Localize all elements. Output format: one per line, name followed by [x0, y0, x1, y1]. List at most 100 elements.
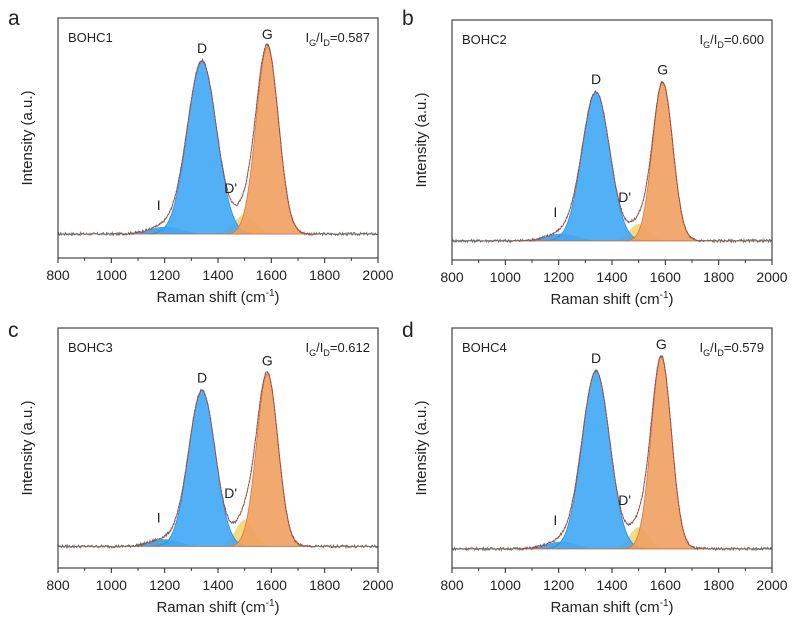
x-axis-label: Raman shift (cm-1): [156, 288, 279, 306]
x-axis-label-text: Raman shift (cm: [550, 599, 659, 616]
x-axis-label: Raman shift (cm-1): [550, 598, 673, 616]
spectrum-line: [58, 371, 378, 550]
intensity-ratio: IG/ID=0.600: [699, 32, 764, 50]
ratio-num_sub: G: [309, 38, 316, 48]
x-tick-label: 1600: [650, 577, 681, 593]
ratio-value: =0.587: [330, 30, 370, 45]
peak-label-dprime: D': [224, 485, 237, 501]
peak-fill-d: [452, 91, 772, 242]
ratio-symbol: I: [699, 32, 703, 47]
ratio-sep: /: [710, 340, 714, 355]
x-axis-label-text: Raman shift (cm: [156, 289, 265, 306]
sample-name: BOHC4: [462, 340, 507, 355]
ratio-sep: /: [316, 340, 320, 355]
sample-name: BOHC1: [68, 30, 113, 45]
y-axis-label: Intensity (a.u.): [19, 90, 36, 185]
x-tick-label: 1400: [596, 577, 627, 593]
x-axis-label: Raman shift (cm-1): [550, 290, 673, 308]
peak-label-d: D: [591, 350, 601, 366]
fit-envelope: [518, 81, 706, 242]
peak-label-i: I: [157, 509, 161, 525]
ratio-sep: /: [316, 30, 320, 45]
peak-label-i: I: [157, 197, 161, 213]
peak-fill-d: [58, 60, 378, 235]
x-axis-label-sup: -1: [660, 290, 669, 301]
panel-letter: d: [402, 319, 414, 342]
peak-label-d: D: [591, 71, 601, 87]
x-tick-label: 800: [440, 577, 464, 593]
x-tick-label: 2000: [756, 269, 787, 285]
x-tick-label: 1200: [543, 269, 574, 285]
ratio-symbol: I: [305, 340, 309, 355]
ratio-symbol: I: [320, 30, 324, 45]
x-tick-label: 1200: [543, 577, 574, 593]
x-axis-label-sup: -1: [660, 598, 669, 609]
x-tick-label: 2000: [362, 267, 393, 283]
x-tick-label: 2000: [362, 577, 393, 593]
panel-d: 800 1000 1200 1400 1600 1800 2000 Raman shift (…: [402, 319, 788, 616]
x-tick-label: 2000: [756, 577, 787, 593]
peak-label-dprime: D': [618, 492, 631, 508]
intensity-ratio: IG/ID=0.612: [305, 340, 370, 358]
intensity-ratio: IG/ID=0.579: [699, 340, 764, 358]
x-tick-label: 800: [440, 269, 464, 285]
ratio-num_sub: G: [703, 40, 710, 50]
peak-label-d: D: [197, 40, 207, 56]
ratio-symbol: I: [714, 32, 718, 47]
ratio-symbol: I: [305, 30, 309, 45]
x-tick-label: 1000: [490, 577, 521, 593]
intensity-ratio: IG/ID=0.587: [305, 30, 370, 48]
ratio-value: =0.579: [724, 340, 764, 355]
x-axis-label: Raman shift (cm-1): [156, 598, 279, 616]
sample-name: BOHC3: [68, 340, 113, 355]
panel-letter: b: [402, 7, 414, 30]
ratio-symbol: I: [699, 340, 703, 355]
fit-envelope: [124, 44, 312, 235]
x-tick-label: 1600: [256, 267, 287, 283]
x-tick-label: 1800: [703, 269, 734, 285]
sample-name: BOHC2: [462, 32, 507, 47]
fit-envelope: [518, 355, 706, 550]
x-tick-label: 800: [46, 577, 70, 593]
x-axis-label-sup: -1: [266, 288, 275, 299]
x-axis-label-text: Raman shift (cm: [156, 599, 265, 616]
x-tick-label: 1400: [202, 267, 233, 283]
ratio-den_sub: D: [323, 348, 330, 358]
peak-label-dprime: D': [224, 180, 237, 196]
x-axis-label-sup: -1: [266, 598, 275, 609]
x-axis-label-text: Raman shift (cm: [550, 291, 659, 308]
panel-c: 800 1000 1200 1400 1600 1800 2000 Raman shift (…: [8, 319, 394, 616]
panel-letter: c: [8, 319, 19, 342]
ratio-den_sub: D: [717, 40, 724, 50]
peak-label-d: D: [197, 369, 207, 385]
x-tick-label: 1000: [490, 269, 521, 285]
x-tick-label: 1000: [96, 267, 127, 283]
ratio-symbol: I: [320, 340, 324, 355]
ratio-symbol: I: [714, 340, 718, 355]
ratio-value: =0.612: [330, 340, 370, 355]
panel-letter: a: [8, 7, 20, 30]
ratio-num_sub: G: [703, 348, 710, 358]
panel-b: 800 1000 1200 1400 1600 1800 2000 Raman shift (…: [402, 7, 788, 308]
y-axis-label: Intensity (a.u.): [413, 92, 430, 187]
x-tick-label: 1600: [256, 577, 287, 593]
ratio-den_sub: D: [717, 348, 724, 358]
x-tick-label: 1200: [149, 267, 180, 283]
peak-label-i: I: [553, 512, 557, 528]
y-axis-label: Intensity (a.u.): [19, 400, 36, 495]
x-tick-label: 1400: [596, 269, 627, 285]
x-tick-label: 1200: [149, 577, 180, 593]
x-tick-label: 1800: [703, 577, 734, 593]
x-tick-label: 1800: [309, 577, 340, 593]
ratio-den_sub: D: [323, 38, 330, 48]
x-axis-label-end: ): [669, 291, 674, 308]
x-tick-label: 1400: [202, 577, 233, 593]
x-tick-label: 800: [46, 267, 70, 283]
x-tick-label: 1800: [309, 267, 340, 283]
x-tick-label: 1600: [650, 269, 681, 285]
ratio-sep: /: [710, 32, 714, 47]
spectrum-line: [452, 81, 772, 244]
ratio-value: =0.600: [724, 32, 764, 47]
ratio-num_sub: G: [309, 348, 316, 358]
